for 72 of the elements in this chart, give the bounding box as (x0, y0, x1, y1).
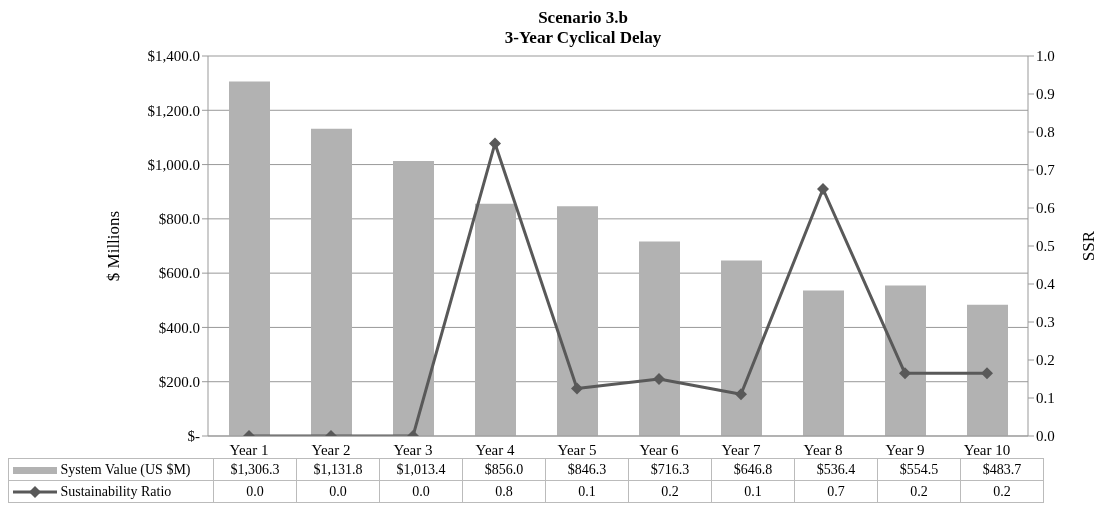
y2-tick-label: 0.7 (1036, 162, 1056, 179)
x-tick-label: Year 5 (557, 441, 597, 458)
bar (229, 81, 270, 436)
x-tick-label: Year 1 (229, 441, 269, 458)
data-label: $856.0 (462, 458, 546, 481)
legend-label: System Value (US $M) (60, 461, 191, 477)
data-label: $716.3 (628, 458, 712, 481)
bar (803, 290, 844, 436)
bar (557, 206, 598, 436)
data-label: $483.7 (960, 458, 1044, 481)
y-tick-label: $1,000.0 (147, 156, 200, 173)
data-label: $1,131.8 (296, 458, 380, 481)
y-tick-label: $200.0 (158, 374, 200, 391)
data-label: $1,013.4 (379, 458, 463, 481)
bar (311, 128, 352, 436)
data-label: 0.8 (462, 480, 546, 503)
data-label: 0.7 (794, 480, 878, 503)
y-tick-label: $1,200.0 (147, 102, 200, 119)
data-label: 0.0 (213, 480, 297, 503)
bar (721, 260, 762, 436)
data-label: 0.2 (960, 480, 1044, 503)
chart-title: Scenario 3.b (537, 8, 629, 28)
data-label: 0.0 (379, 480, 463, 503)
x-tick-label: Year 9 (885, 441, 925, 458)
point (817, 183, 829, 195)
data-label: 0.0 (296, 480, 380, 503)
data-label: $554.5 (877, 458, 961, 481)
data-label: $846.3 (545, 458, 629, 481)
y2-tick-label: 1.0 (1036, 48, 1055, 65)
x-tick-label: Year 4 (475, 441, 515, 458)
point (571, 382, 583, 395)
data-label: 0.1 (545, 480, 629, 503)
data-label: 0.2 (877, 480, 961, 503)
y-axis-title: $ Millions (104, 210, 124, 282)
y-tick-label: $1,400.0 (147, 48, 200, 65)
y2-tick-label: 0.5 (1036, 238, 1055, 255)
y2-tick-label: 0.6 (1036, 200, 1056, 217)
y2-tick-label: 0.4 (1036, 276, 1056, 293)
data-label: $1,306.3 (213, 458, 297, 481)
y2-tick-label: 0.3 (1036, 314, 1055, 331)
x-tick-label: Year 10 (963, 441, 1011, 458)
y-tick-label: $800.0 (158, 211, 200, 228)
chart-subtitle: 3-Year Cyclical Delay (503, 28, 663, 48)
y2-tick-label: 0.1 (1036, 390, 1055, 407)
legend-label: Sustainability Ratio (60, 483, 172, 499)
y2-tick-label: 0.0 (1036, 428, 1055, 445)
x-tick-label: Year 3 (393, 441, 433, 458)
data-label: $536.4 (794, 458, 878, 481)
y2-tick-label: 0.2 (1036, 352, 1055, 369)
point (735, 388, 747, 401)
bar (393, 160, 434, 436)
y2-axis-title: SSR (1079, 230, 1099, 262)
bar (639, 241, 680, 436)
data-label: $646.8 (711, 458, 795, 481)
data-label: 0.2 (628, 480, 712, 503)
point (981, 367, 993, 380)
y2-tick-label: 0.8 (1036, 124, 1055, 141)
x-tick-label: Year 7 (721, 441, 761, 458)
data-label: 0.1 (711, 480, 795, 503)
x-tick-label: Year 8 (803, 441, 843, 458)
bar (475, 203, 516, 436)
y-tick-label: $- (187, 428, 200, 445)
point (899, 367, 911, 380)
x-tick-label: Year 2 (311, 441, 351, 458)
point (653, 373, 665, 385)
x-tick-label: Year 6 (639, 441, 679, 458)
y-tick-label: $600.0 (158, 265, 200, 282)
y-tick-label: $400.0 (158, 319, 200, 336)
point (489, 137, 501, 150)
y2-tick-label: 0.9 (1036, 86, 1055, 103)
bar (967, 304, 1008, 436)
bar (885, 285, 926, 436)
